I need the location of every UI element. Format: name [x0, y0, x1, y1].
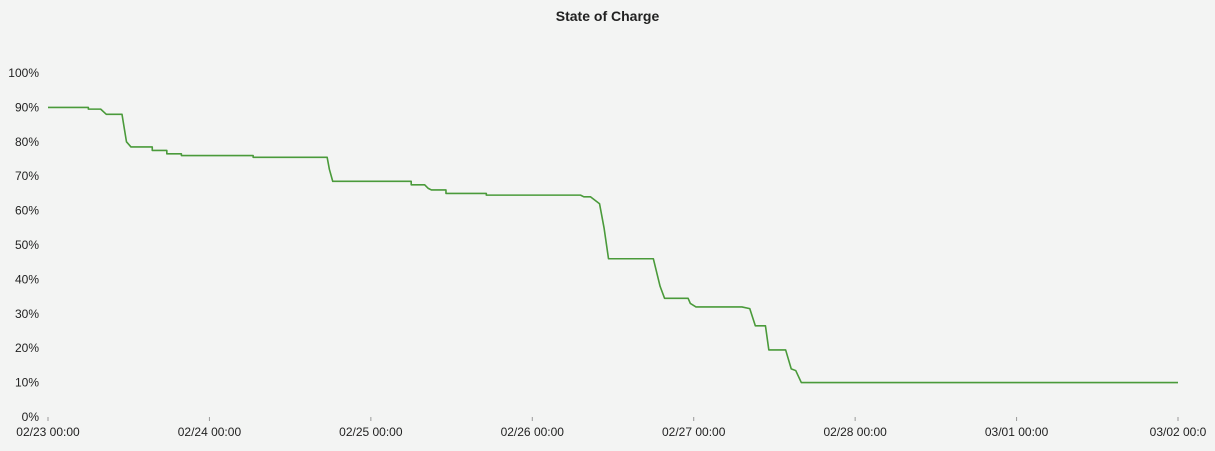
state-of-charge-line	[48, 106, 1178, 384]
y-tick-label: 90%	[15, 100, 39, 114]
y-tick-label: 30%	[15, 307, 39, 321]
x-tick-label: 03/01 00:00	[985, 425, 1049, 439]
y-tick-label: 50%	[15, 238, 39, 252]
y-tick-label: 70%	[15, 169, 39, 183]
x-tick-label: 03/02 00:0	[1150, 425, 1207, 439]
y-tick-label: 80%	[15, 135, 39, 149]
x-tick-label: 02/23 00:00	[16, 425, 80, 439]
x-tick-label: 02/24 00:00	[178, 425, 242, 439]
x-tick-label: 02/28 00:00	[823, 425, 887, 439]
x-tick-label: 02/26 00:00	[501, 425, 565, 439]
chart-title: State of Charge	[555, 8, 660, 24]
x-tick-label: 02/27 00:00	[662, 425, 726, 439]
y-tick-label: 20%	[15, 341, 39, 355]
x-tick-label: 02/25 00:00	[339, 425, 403, 439]
y-tick-label: 60%	[15, 204, 39, 218]
y-tick-label: 10%	[15, 376, 39, 390]
y-tick-label: 40%	[15, 272, 39, 286]
y-tick-label: 100%	[8, 66, 39, 80]
y-tick-label: 0%	[22, 410, 40, 424]
